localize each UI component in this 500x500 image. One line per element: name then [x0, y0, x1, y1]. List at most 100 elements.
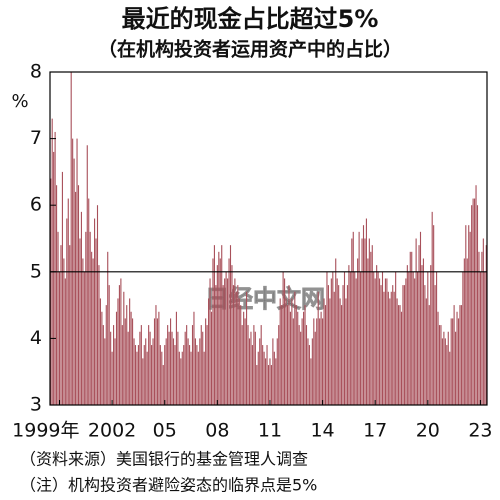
- bar: [427, 271, 429, 405]
- bar: [282, 271, 284, 405]
- bar: [342, 285, 344, 405]
- plot-frame: [49, 71, 488, 406]
- bar: [196, 345, 198, 405]
- bar: [406, 265, 408, 405]
- chart-title: 最近的现金占比超过5%: [122, 5, 379, 33]
- x-tick-label: 14: [310, 420, 334, 442]
- bar: [134, 345, 137, 405]
- bar: [171, 331, 173, 405]
- bar: [126, 305, 128, 405]
- bar: [177, 331, 179, 405]
- bar: [447, 331, 449, 405]
- bar: [276, 338, 278, 405]
- bar: [352, 231, 354, 405]
- bar: [183, 345, 185, 405]
- bar: [104, 338, 106, 405]
- y-tick-label: 3: [30, 394, 42, 416]
- bar: [405, 278, 407, 405]
- bar: [94, 218, 96, 405]
- bar: [181, 351, 183, 405]
- bar: [139, 331, 141, 405]
- bar: [262, 345, 264, 405]
- bar: [313, 318, 315, 405]
- bar: [301, 318, 303, 405]
- bar: [60, 245, 62, 405]
- bar: [210, 311, 213, 405]
- bar: [368, 238, 370, 405]
- bar: [218, 251, 220, 405]
- bar: [475, 185, 477, 405]
- bar: [250, 331, 252, 405]
- bar: [446, 345, 448, 405]
- bar: [465, 225, 467, 405]
- bar: [339, 298, 341, 405]
- bar: [424, 285, 426, 405]
- bar: [205, 318, 207, 405]
- bar: [330, 278, 332, 405]
- bar: [365, 218, 367, 405]
- bar: [332, 271, 334, 405]
- bar: [433, 225, 435, 405]
- bar: [64, 278, 66, 405]
- bar: [244, 318, 246, 405]
- bar: [377, 271, 379, 405]
- x-tick-label: 20: [416, 420, 440, 442]
- chart-subtitle: （在机构投资者运用资产中的占比）: [98, 38, 402, 61]
- bar: [345, 298, 347, 405]
- bar: [380, 285, 382, 405]
- x-tick-label: 23: [468, 420, 492, 442]
- bar: [77, 185, 80, 405]
- bar: [469, 231, 471, 405]
- bar: [172, 338, 175, 405]
- bar: [113, 325, 115, 405]
- y-tick-label: 4: [30, 327, 42, 349]
- bar: [478, 251, 480, 405]
- bar: [58, 271, 61, 405]
- bar: [79, 238, 81, 405]
- bar: [257, 351, 259, 405]
- bar: [316, 318, 318, 405]
- x-tick-label: 11: [258, 420, 282, 442]
- bar: [297, 311, 299, 405]
- bar: [88, 198, 90, 405]
- bar: [358, 231, 360, 405]
- bar: [202, 331, 204, 405]
- bar: [114, 338, 116, 405]
- bar: [117, 298, 119, 405]
- bar: [121, 325, 123, 405]
- bar: [180, 358, 182, 405]
- bar: [191, 325, 194, 405]
- x-tick-label: 2002: [88, 420, 136, 442]
- bar: [415, 238, 417, 405]
- bar: [441, 338, 443, 405]
- y-tick-label: 7: [30, 127, 42, 149]
- bar: [253, 325, 255, 405]
- bar: [434, 285, 436, 405]
- bar: [278, 325, 280, 405]
- bar: [386, 278, 388, 405]
- bar: [215, 285, 217, 405]
- bar: [304, 305, 306, 405]
- bar: [120, 278, 122, 405]
- bar: [474, 198, 476, 405]
- y-tick-label: 6: [30, 194, 42, 216]
- x-tick-label: 05: [153, 420, 177, 442]
- bar: [148, 325, 150, 405]
- bar: [151, 345, 153, 405]
- y-tick-label: 8: [30, 61, 42, 83]
- bar: [175, 311, 177, 405]
- bar: [414, 278, 416, 405]
- bar: [286, 305, 289, 405]
- bar: [367, 258, 369, 405]
- bar: [459, 305, 461, 405]
- bar: [200, 325, 202, 405]
- bar: [329, 298, 331, 405]
- bar: [285, 298, 287, 405]
- bar: [323, 298, 325, 405]
- bar: [222, 285, 224, 405]
- bar: [479, 271, 481, 405]
- bar: [430, 265, 432, 405]
- bar: [399, 305, 401, 405]
- bar: [291, 298, 293, 405]
- bar: [453, 305, 455, 405]
